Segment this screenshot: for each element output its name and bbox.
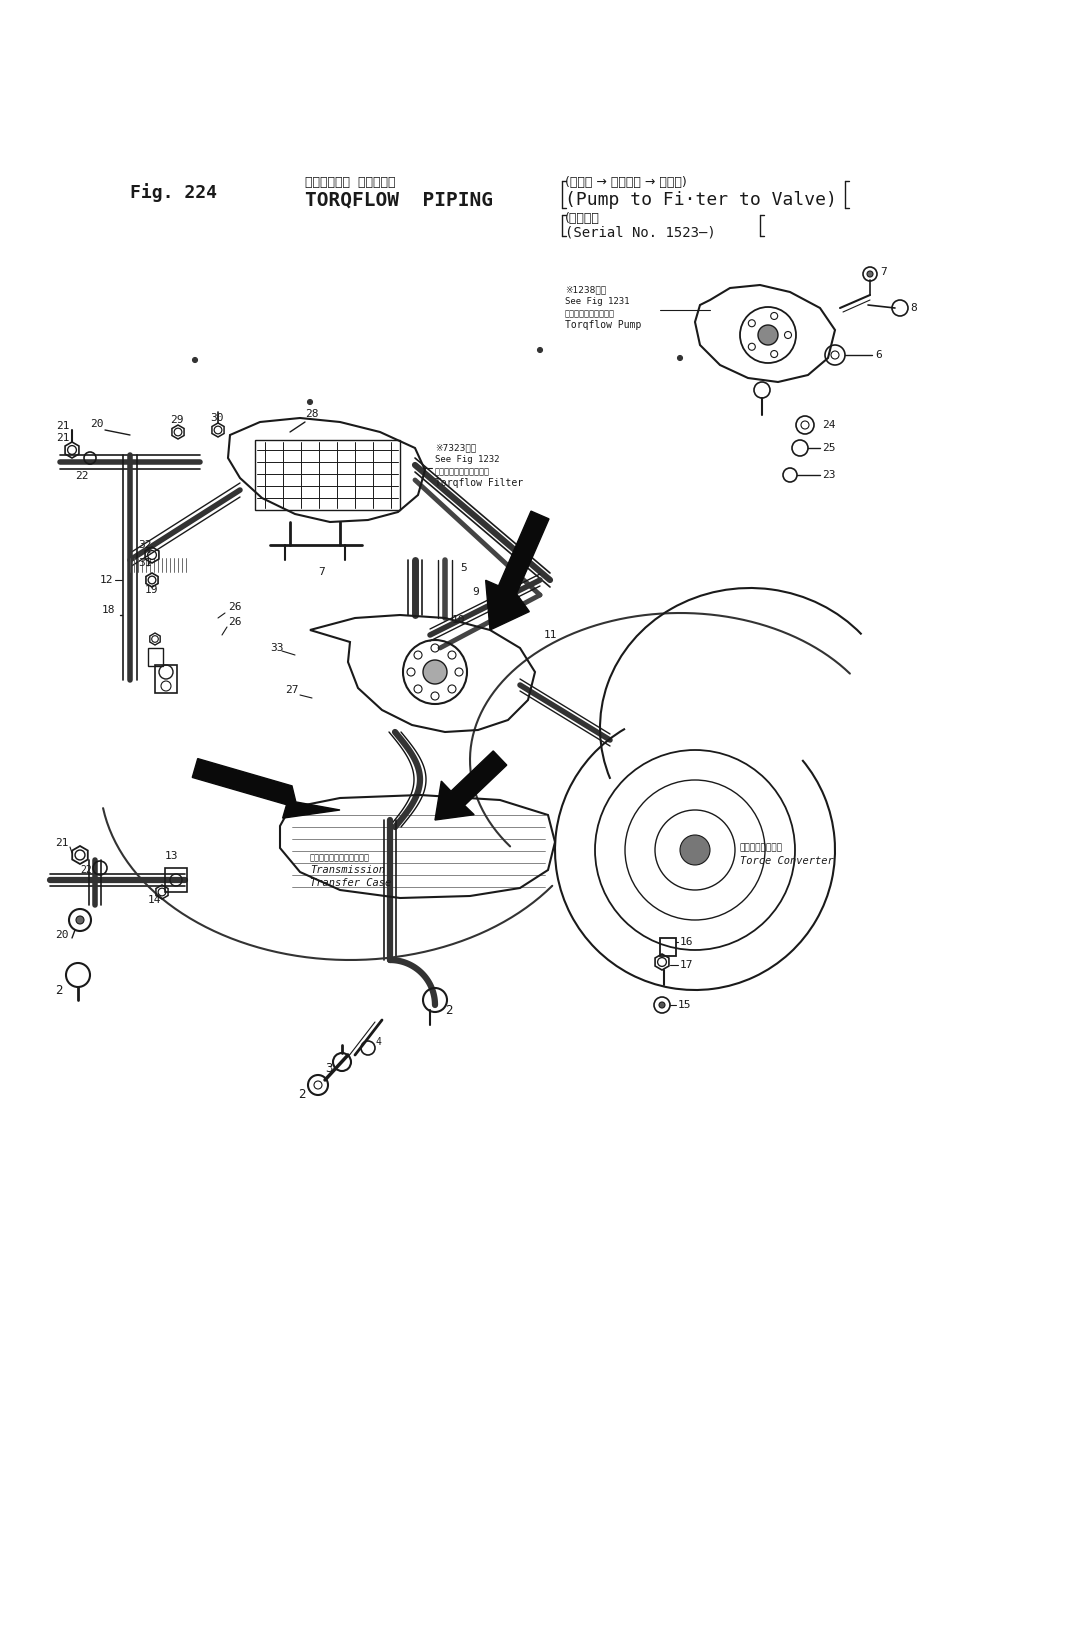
Text: 12: 12: [100, 575, 113, 584]
Text: 21: 21: [56, 433, 70, 443]
Text: 8: 8: [910, 303, 917, 313]
Bar: [148, 648, 164, 666]
Text: 9: 9: [472, 588, 479, 597]
Text: ※7323参考: ※7323参考: [435, 443, 476, 453]
Text: 3: 3: [325, 1061, 332, 1074]
Text: See Fig 1231: See Fig 1231: [565, 298, 630, 306]
Polygon shape: [192, 759, 340, 819]
Text: 28: 28: [305, 409, 318, 418]
Text: 21: 21: [54, 838, 69, 848]
Circle shape: [867, 270, 873, 277]
Text: (Pump to Fi·ter to Valve): (Pump to Fi·ter to Valve): [565, 190, 837, 208]
Text: 17: 17: [680, 961, 693, 970]
Text: 27: 27: [284, 685, 299, 695]
Text: 2: 2: [445, 1003, 452, 1016]
Text: 26: 26: [228, 617, 242, 627]
Circle shape: [76, 917, 84, 925]
Circle shape: [659, 1001, 665, 1008]
Text: 23: 23: [822, 470, 836, 480]
Text: 15: 15: [678, 1000, 691, 1009]
Text: TORQFLOW  PIPING: TORQFLOW PIPING: [305, 190, 493, 210]
Circle shape: [678, 355, 682, 360]
Text: 2: 2: [54, 983, 62, 996]
Text: 20: 20: [54, 930, 69, 939]
Text: 10: 10: [452, 615, 465, 625]
Text: 7: 7: [880, 267, 887, 277]
Text: 21: 21: [56, 422, 70, 431]
Text: See Fig 1232: See Fig 1232: [435, 456, 499, 464]
Text: 19: 19: [145, 584, 158, 594]
Text: 18: 18: [102, 606, 116, 615]
Text: 2: 2: [298, 1089, 305, 1102]
Text: 29: 29: [170, 415, 183, 425]
Text: Transmission: Transmission: [310, 864, 385, 874]
Text: 25: 25: [822, 443, 836, 453]
Circle shape: [758, 326, 778, 345]
Polygon shape: [435, 751, 507, 821]
Circle shape: [537, 347, 543, 353]
Text: 22: 22: [80, 864, 92, 874]
Text: Transfer Case: Transfer Case: [310, 877, 391, 887]
Text: トルクコンバータ: トルクコンバータ: [740, 843, 783, 853]
Text: (ボンプ → フィルタ → バルブ): (ボンプ → フィルタ → バルブ): [565, 176, 687, 189]
Circle shape: [193, 358, 197, 363]
Text: 31: 31: [138, 558, 152, 568]
Text: 7: 7: [318, 567, 325, 576]
Text: Fig. 224: Fig. 224: [130, 184, 217, 202]
Text: 13: 13: [165, 851, 179, 861]
Bar: [155, 664, 177, 694]
Text: 14: 14: [148, 895, 161, 905]
Circle shape: [423, 659, 447, 684]
Circle shape: [307, 399, 313, 404]
Text: 4: 4: [375, 1037, 380, 1047]
Text: Torqflow Pump: Torqflow Pump: [565, 321, 641, 330]
Text: 30: 30: [210, 414, 223, 423]
Text: 33: 33: [270, 643, 283, 653]
Text: (Serial No. 1523–): (Serial No. 1523–): [565, 225, 716, 239]
Bar: [255, 440, 400, 510]
Text: 22: 22: [75, 470, 88, 480]
Polygon shape: [486, 511, 549, 630]
Text: 6: 6: [875, 350, 882, 360]
Text: 16: 16: [680, 938, 693, 947]
Text: 20: 20: [90, 418, 104, 430]
Text: トルクフロー・ポンプ: トルクフロー・ポンプ: [565, 309, 615, 319]
Text: 26: 26: [228, 602, 242, 612]
Bar: [165, 868, 187, 892]
Text: Torqflow Filter: Torqflow Filter: [435, 479, 523, 488]
Text: 11: 11: [544, 630, 557, 640]
Text: (適用車植: (適用車植: [565, 212, 600, 225]
Text: 24: 24: [822, 420, 836, 430]
Text: トルクフロー  バイピング: トルクフロー バイピング: [305, 176, 396, 189]
Text: トルクフロー・フィルタ: トルクフロー・フィルタ: [435, 467, 490, 477]
Text: トランスファーメアケース: トランスファーメアケース: [310, 853, 370, 863]
Text: 5: 5: [460, 563, 467, 573]
Text: Torce Converter: Torce Converter: [740, 856, 834, 866]
Text: ※1238参考: ※1238参考: [565, 285, 606, 295]
Bar: [661, 938, 676, 956]
Text: 32: 32: [138, 540, 152, 550]
Circle shape: [680, 835, 710, 864]
